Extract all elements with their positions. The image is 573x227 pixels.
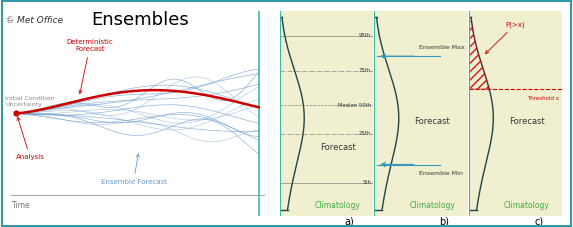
Text: a): a) bbox=[345, 217, 355, 227]
Text: Ensemble Min: Ensemble Min bbox=[419, 171, 463, 176]
Text: c): c) bbox=[534, 217, 543, 227]
Text: Climatology: Climatology bbox=[315, 202, 360, 210]
Text: Climatology: Climatology bbox=[409, 202, 455, 210]
Text: Deterministic
Forecast: Deterministic Forecast bbox=[66, 39, 113, 94]
Text: 5th: 5th bbox=[362, 180, 371, 185]
Text: 95th: 95th bbox=[359, 33, 371, 38]
Text: Analysis: Analysis bbox=[15, 117, 45, 160]
Text: Median 50th: Median 50th bbox=[338, 103, 371, 108]
Text: Initial Condition
Uncertainty: Initial Condition Uncertainty bbox=[5, 96, 54, 107]
Text: Ensemble Forecast: Ensemble Forecast bbox=[101, 154, 166, 185]
Text: Forecast: Forecast bbox=[320, 143, 355, 152]
Text: Ensembles: Ensembles bbox=[92, 11, 189, 29]
Text: Climatology: Climatology bbox=[504, 202, 550, 210]
Text: P(>x): P(>x) bbox=[485, 21, 525, 54]
Text: 25th: 25th bbox=[359, 131, 371, 136]
Text: Forecast: Forecast bbox=[509, 117, 544, 126]
Text: Time: Time bbox=[13, 201, 31, 210]
Text: 75th: 75th bbox=[359, 68, 371, 73]
Text: Forecast: Forecast bbox=[414, 117, 450, 126]
Text: Threshold x: Threshold x bbox=[527, 96, 559, 101]
Text: Ensemble Max: Ensemble Max bbox=[419, 45, 465, 50]
Text: ♲ Met Office: ♲ Met Office bbox=[6, 15, 62, 25]
Text: b): b) bbox=[439, 217, 449, 227]
